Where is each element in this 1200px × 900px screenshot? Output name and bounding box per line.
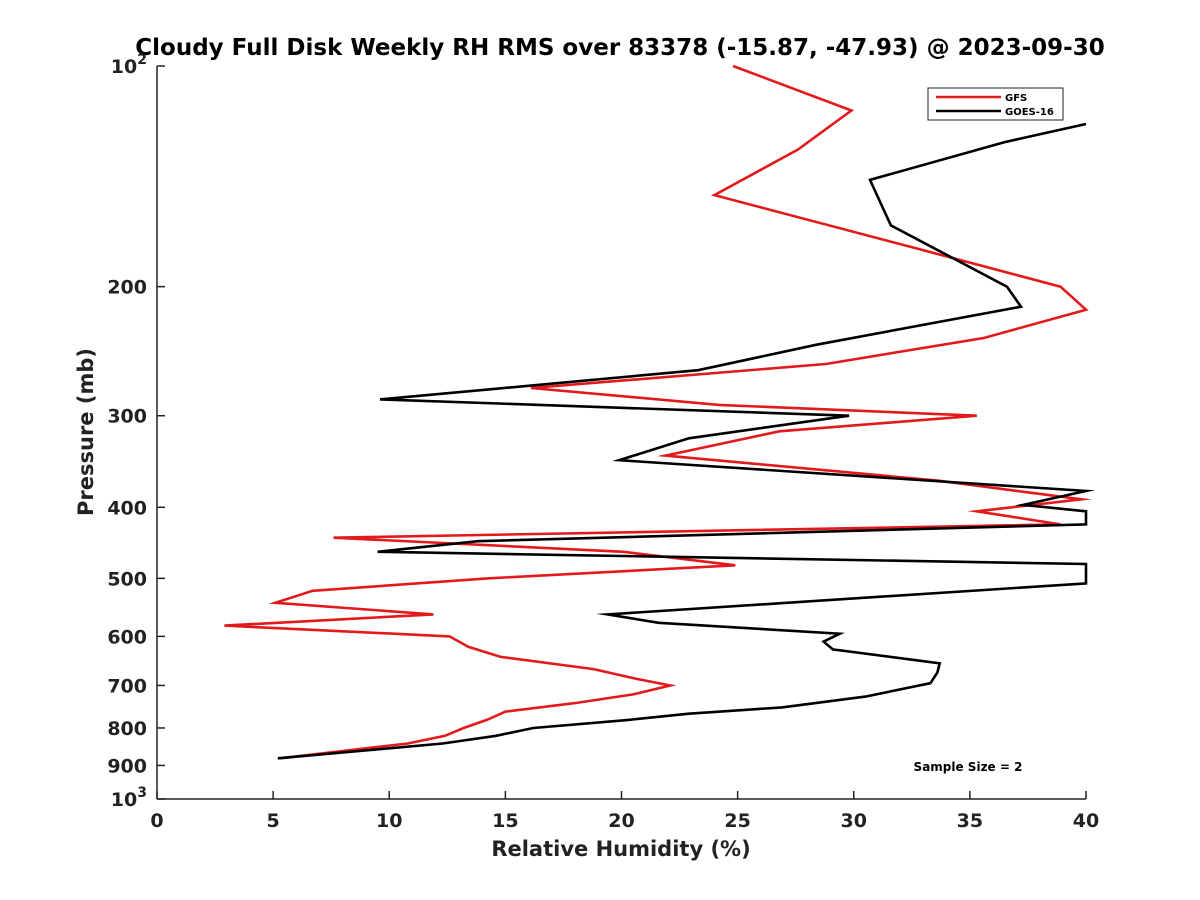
x-tick-label: 10 xyxy=(376,810,402,832)
y-tick-label: 700 xyxy=(107,675,147,697)
x-tick-label: 0 xyxy=(150,810,163,832)
sample-size-annotation: Sample Size = 2 xyxy=(914,760,1023,774)
x-axis-ticks: 0 5 10 15 20 25 30 35 40 xyxy=(150,791,1099,832)
y-tick-label: 900 xyxy=(107,755,147,777)
plot-area xyxy=(156,66,1086,800)
x-axis-label: Relative Humidity (%) xyxy=(491,837,750,861)
y-tick-label-base: 10 xyxy=(111,789,137,811)
y-tick-label: 800 xyxy=(107,718,147,740)
series-line-gfs xyxy=(224,64,1093,760)
y-tick-label: 600 xyxy=(107,626,147,648)
legend-box xyxy=(927,87,1064,121)
legend-label-goes16: GOES-16 xyxy=(1005,107,1054,118)
x-tick-label: 30 xyxy=(841,810,867,832)
series-lines xyxy=(224,64,1096,760)
y-axis-label: Pressure (mb) xyxy=(74,348,98,516)
y-tick-label: 300 xyxy=(107,406,147,428)
x-tick-label: 5 xyxy=(267,810,280,832)
y-tick-label: 400 xyxy=(107,497,147,519)
chart-title: Cloudy Full Disk Weekly RH RMS over 8337… xyxy=(135,35,1104,61)
x-tick-label: 35 xyxy=(957,810,983,832)
y-tick-label-power: 102 xyxy=(111,52,147,78)
y-tick-label: 500 xyxy=(107,568,147,590)
legend-label-gfs: GFS xyxy=(1005,93,1027,104)
x-tick-label: 15 xyxy=(492,810,518,832)
y-tick-label-base: 10 xyxy=(111,56,137,78)
y-tick-label-power: 103 xyxy=(111,785,147,811)
series-line-goes16 xyxy=(277,122,1096,760)
y-tick-label-exponent: 2 xyxy=(137,52,147,68)
x-tick-label: 20 xyxy=(608,810,634,832)
legend: GFS GOES-16 xyxy=(927,87,1064,121)
y-tick-label: 200 xyxy=(107,277,147,299)
x-tick-label: 25 xyxy=(724,810,750,832)
x-tick-label: 40 xyxy=(1073,810,1099,832)
y-tick-label-exponent: 3 xyxy=(137,785,147,801)
